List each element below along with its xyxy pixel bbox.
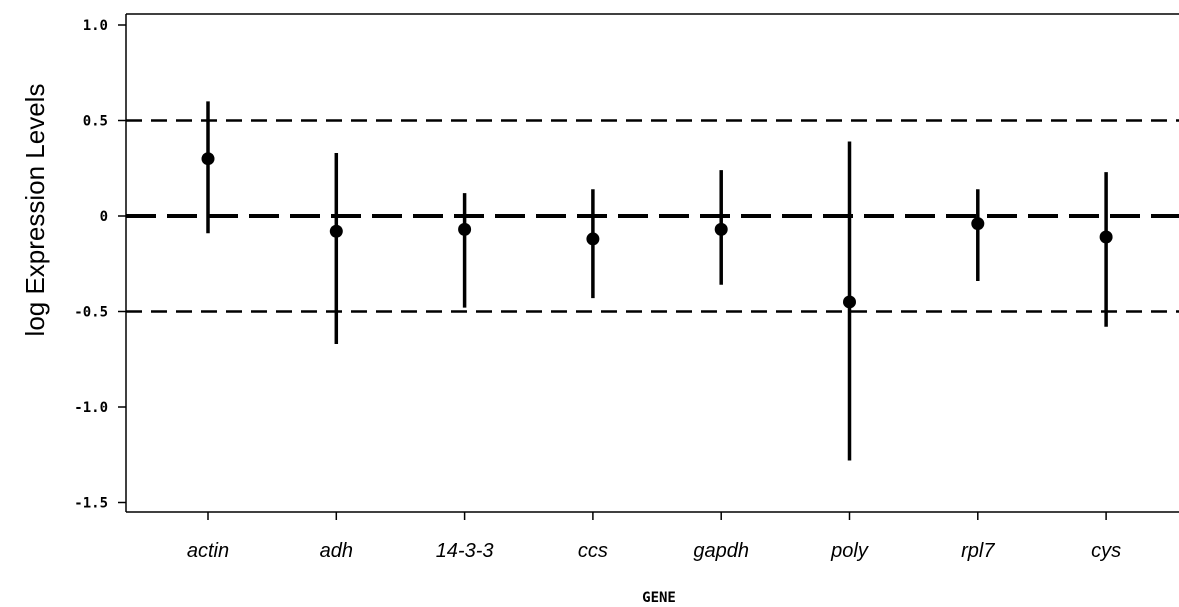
mean-point [458, 222, 472, 236]
y-tick-label: -0.5 [74, 305, 108, 321]
mean-point [1099, 230, 1113, 244]
x-tick-label: ccs [578, 540, 608, 562]
mean-point [843, 295, 856, 309]
data-series [201, 101, 1113, 461]
x-tick-label: gapdh [693, 540, 749, 562]
x-tick-label: actin [187, 540, 229, 562]
mean-point [329, 224, 343, 238]
y-tick-label: -1.0 [74, 400, 108, 416]
x-tick-label: rpl7 [961, 540, 995, 562]
x-tick-label: poly [830, 540, 869, 562]
y-tick-label: 1.0 [83, 18, 108, 34]
y-axis: 1.0 0.5 0 -0.5 -1.0 -1.5 [74, 18, 126, 512]
plot-frame [125, 13, 1179, 513]
mean-point [714, 222, 728, 236]
y-axis-label: log Expression Levels [20, 84, 50, 337]
x-axis-label: GENE [642, 590, 676, 606]
y-tick-label: 0 [100, 209, 108, 225]
mean-point [586, 232, 600, 246]
x-tick-label: adh [320, 540, 353, 562]
x-tick-label: 14-3-3 [436, 540, 494, 562]
mean-point [971, 217, 985, 231]
y-tick-label: 0.5 [83, 114, 108, 130]
y-tick-label: -1.5 [74, 496, 108, 512]
x-tick-label: cys [1091, 540, 1121, 562]
mean-point [201, 152, 215, 166]
x-axis: actin adh 14-3-3 ccs gapdh poly rpl7 cys [187, 512, 1121, 562]
reference-lines [126, 119, 1179, 313]
